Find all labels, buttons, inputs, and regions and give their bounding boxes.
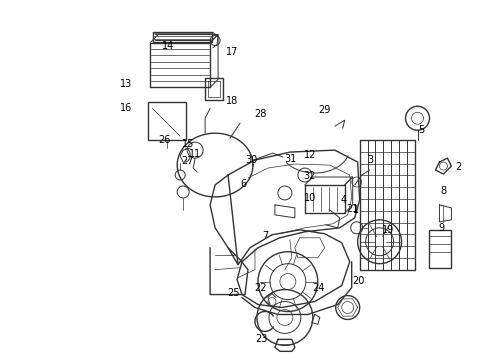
Text: 28: 28 [254, 109, 266, 119]
Text: 5: 5 [418, 125, 425, 135]
Text: 2: 2 [455, 162, 462, 172]
Text: 13: 13 [121, 79, 133, 89]
Text: 18: 18 [225, 96, 238, 106]
Text: 1: 1 [352, 206, 359, 216]
Text: 16: 16 [121, 103, 133, 113]
Text: 8: 8 [441, 186, 446, 197]
Text: 27: 27 [181, 156, 194, 166]
Text: 10: 10 [304, 193, 316, 203]
Text: 14: 14 [162, 41, 174, 50]
Text: 26: 26 [158, 135, 171, 145]
Text: 11: 11 [189, 149, 201, 159]
Text: 29: 29 [318, 105, 331, 115]
Text: 32: 32 [304, 171, 316, 181]
Text: 22: 22 [254, 283, 266, 293]
Text: 3: 3 [367, 155, 373, 165]
Text: 4: 4 [340, 195, 346, 205]
Text: 23: 23 [255, 333, 268, 343]
Text: 15: 15 [181, 139, 194, 149]
Text: 24: 24 [313, 283, 325, 293]
Text: 19: 19 [382, 225, 394, 235]
Text: 7: 7 [262, 231, 269, 240]
Text: 25: 25 [228, 288, 240, 298]
Text: 12: 12 [304, 150, 316, 160]
Text: 30: 30 [245, 155, 257, 165]
Text: 17: 17 [225, 46, 238, 57]
Text: 31: 31 [284, 154, 296, 164]
Bar [148, 102, 186, 140]
Bar [429, 230, 451, 268]
Text: 20: 20 [352, 276, 365, 286]
Text: 9: 9 [438, 224, 444, 233]
Text: 21: 21 [346, 204, 359, 214]
Text: 6: 6 [240, 179, 246, 189]
